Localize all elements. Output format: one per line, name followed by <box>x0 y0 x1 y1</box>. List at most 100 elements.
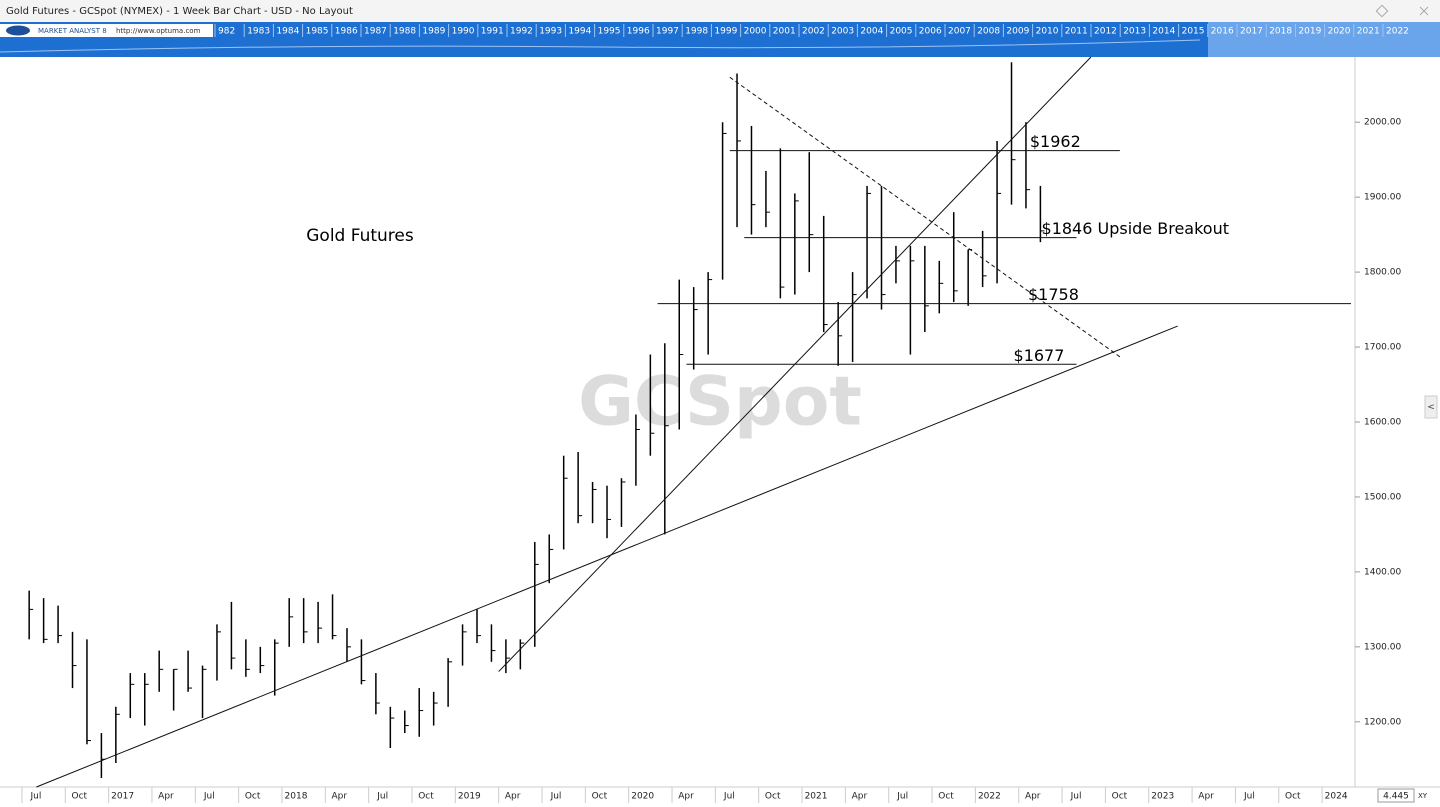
level-label: $1846 Upside Breakout <box>1042 219 1229 238</box>
navigator-year: 1993 <box>539 27 562 37</box>
navigator-year: 2014 <box>1152 27 1175 37</box>
x-tick-label: Oct <box>938 792 954 802</box>
x-tick-label: Jul <box>1070 792 1082 802</box>
x-tick-label: Jul <box>723 792 735 802</box>
navigator-year: 2016 <box>1211 27 1234 37</box>
navigator-year: 2001 <box>773 27 796 37</box>
navigator-year: 1997 <box>656 27 679 37</box>
navigator-year: 2015 <box>1182 27 1205 37</box>
navigator-year: 2002 <box>802 27 825 37</box>
brand: MARKET ANALYST 8 <box>38 27 107 35</box>
navigator-year: 2006 <box>919 27 942 37</box>
navigator-year: 2003 <box>831 27 854 37</box>
navigator-year: 2022 <box>1386 27 1409 37</box>
close-button[interactable] <box>1419 6 1429 16</box>
brand-box <box>0 24 213 37</box>
navigator-year: 2020 <box>1328 27 1351 37</box>
x-tick-label: 2018 <box>285 792 308 802</box>
side-panel-toggle[interactable] <box>1424 395 1438 419</box>
x-tick-label: Jul <box>896 792 908 802</box>
scale-value: 4.445 <box>1383 792 1409 802</box>
navigator-year: 1984 <box>276 27 299 37</box>
navigator-year: 2019 <box>1298 27 1321 37</box>
navigator-year: 1987 <box>364 27 387 37</box>
navigator-year: 982 <box>218 27 235 37</box>
x-tick-label: Oct <box>245 792 261 802</box>
x-tick-label: Oct <box>72 792 88 802</box>
x-tick-label: 2017 <box>111 792 134 802</box>
navigator-year: 1988 <box>393 27 416 37</box>
navigator-year: 2013 <box>1123 27 1146 37</box>
x-tick-label: Jul <box>1243 792 1255 802</box>
x-tick-label: Oct <box>1112 792 1128 802</box>
x-tick-label: Jul <box>550 792 562 802</box>
x-tick-label: Oct <box>1285 792 1301 802</box>
navigator-year: 1998 <box>685 27 708 37</box>
x-tick-label: 2024 <box>1325 792 1348 802</box>
brand-url: http://www.optuma.com <box>116 27 201 35</box>
navigator[interactable] <box>0 22 1440 57</box>
navigator-year: 1995 <box>598 27 621 37</box>
x-tick-label: 2021 <box>805 792 828 802</box>
window-buttons[interactable] <box>1375 4 1429 18</box>
x-tick-label: Apr <box>505 792 521 802</box>
brand-logo <box>6 25 30 36</box>
y-tick-label: 1200.00 <box>1364 717 1401 727</box>
x-tick-label: Apr <box>1198 792 1214 802</box>
navigator-window[interactable] <box>1208 22 1440 57</box>
x-tick-label: Jul <box>376 792 388 802</box>
chart-title: Gold Futures <box>306 226 414 246</box>
navigator-year: 2009 <box>1006 27 1029 37</box>
trendline <box>729 76 1121 358</box>
navigator-year: 2018 <box>1269 27 1292 37</box>
scale-mode[interactable]: XY <box>1418 792 1428 800</box>
trendline <box>36 325 1178 788</box>
pin-button[interactable] <box>1375 4 1389 18</box>
navigator-year: 2021 <box>1357 27 1380 37</box>
x-tick-label: Oct <box>418 792 434 802</box>
navigator-year: 1985 <box>306 27 329 37</box>
y-tick-label: 1400.00 <box>1364 567 1401 577</box>
side-panel-arrow: < <box>1427 403 1435 413</box>
navigator-year: 1991 <box>481 27 504 37</box>
navigator-year: 1989 <box>422 27 445 37</box>
x-tick-label: 2019 <box>458 792 481 802</box>
y-tick-label: 1700.00 <box>1364 343 1401 353</box>
y-tick-label: 1300.00 <box>1364 642 1401 652</box>
level-label: $1758 <box>1028 285 1079 304</box>
y-tick-label: 1500.00 <box>1364 492 1401 502</box>
x-tick-label: 2020 <box>631 792 654 802</box>
x-tick-label: Oct <box>765 792 781 802</box>
navigator-year: 1983 <box>247 27 270 37</box>
x-tick-label: Jul <box>203 792 215 802</box>
navigator-year: 2011 <box>1065 27 1088 37</box>
y-tick-label: 2000.00 <box>1364 118 1401 128</box>
window-title: Gold Futures - GCSpot (NYMEX) - 1 Week B… <box>6 6 353 17</box>
watermark: GCSpot <box>578 363 862 442</box>
title-bar <box>0 0 1440 22</box>
x-tick-label: Apr <box>158 792 174 802</box>
navigator-year: 2010 <box>1036 27 1059 37</box>
x-tick-label: Apr <box>678 792 694 802</box>
navigator-year: 2005 <box>890 27 913 37</box>
x-tick-label: Apr <box>852 792 868 802</box>
navigator-year: 1996 <box>627 27 650 37</box>
x-tick-label: 2023 <box>1151 792 1174 802</box>
navigator-year: 1986 <box>335 27 358 37</box>
navigator-year: 2000 <box>744 27 767 37</box>
level-label: $1677 <box>1014 346 1065 365</box>
navigator-year: 2008 <box>977 27 1000 37</box>
navigator-year: 2012 <box>1094 27 1117 37</box>
navigator-year: 2007 <box>948 27 971 37</box>
x-tick-label: Jul <box>30 792 42 802</box>
level-label: $1962 <box>1030 132 1081 151</box>
y-tick-label: 1600.00 <box>1364 418 1401 428</box>
navigator-line <box>0 39 1201 53</box>
navigator-year: 1994 <box>568 27 591 37</box>
navigator-year: 1999 <box>714 27 737 37</box>
scale-box[interactable] <box>1377 788 1415 803</box>
x-tick-label: Apr <box>332 792 348 802</box>
navigator-year: 2017 <box>1240 27 1263 37</box>
x-tick-label: Apr <box>1025 792 1041 802</box>
